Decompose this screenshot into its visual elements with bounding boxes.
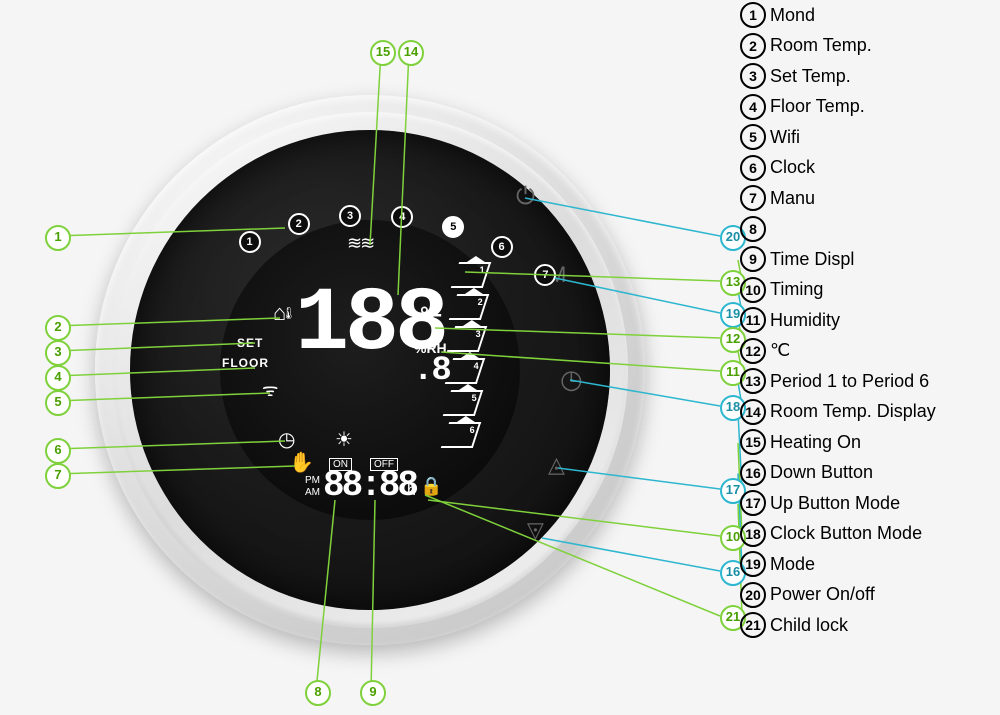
legend-num-12: 12 — [740, 338, 766, 364]
legend-num-13: 13 — [740, 368, 766, 394]
legend-text-6: Clock — [770, 157, 815, 178]
temp-unit: °F — [420, 302, 442, 328]
legend-item-15: 15Heating On — [740, 429, 936, 456]
legend-num-16: 16 — [740, 460, 766, 486]
legend-item-11: 11Humidity — [740, 307, 936, 334]
legend-item-8: 8 — [740, 216, 936, 243]
floor-label: FLOOR — [222, 356, 269, 370]
weekday-6: 6 — [491, 236, 513, 258]
up-button[interactable]: ◬ — [548, 452, 565, 478]
legend-item-2: 2Room Temp. — [740, 33, 936, 60]
legend-num-2: 2 — [740, 33, 766, 59]
legend-text-13: Period 1 to Period 6 — [770, 371, 929, 392]
legend-item-7: 7Manu — [740, 185, 936, 212]
weekday-3: 3 — [339, 205, 361, 227]
legend-item-16: 16Down Button — [740, 460, 936, 487]
legend-num-15: 15 — [740, 429, 766, 455]
legend-text-20: Power On/off — [770, 584, 875, 605]
legend-text-7: Manu — [770, 188, 815, 209]
callout-marker-6: 6 — [45, 438, 71, 464]
set-label: SET — [237, 336, 263, 350]
legend-text-16: Down Button — [770, 462, 873, 483]
callout-marker-14: 14 — [398, 40, 424, 66]
heating-icon: ≋≋ — [347, 233, 373, 254]
callout-marker-1: 1 — [45, 225, 71, 251]
legend-item-3: 3Set Temp. — [740, 63, 936, 90]
legend-item-14: 14Room Temp. Display — [740, 399, 936, 426]
diagram-canvas: ⏻ M ◷ ◬ ◬ 1234567 ≋≋ ⌂ 🌡 SET FLOOR ᯤ 188… — [0, 0, 1000, 715]
legend-item-6: 6Clock — [740, 155, 936, 182]
legend-item-19: 19Mode — [740, 551, 936, 578]
down-button[interactable]: ◬ — [527, 520, 544, 546]
hour-suffix: h — [407, 482, 416, 500]
legend-item-9: 9Time Displ — [740, 246, 936, 273]
legend-num-20: 20 — [740, 582, 766, 608]
am-label: AM — [305, 487, 320, 498]
legend-num-3: 3 — [740, 63, 766, 89]
legend-num-4: 4 — [740, 94, 766, 120]
legend-text-3: Set Temp. — [770, 66, 851, 87]
legend-num-8: 8 — [740, 216, 766, 242]
legend-text-10: Timing — [770, 279, 823, 300]
legend-text-21: Child lock — [770, 615, 848, 636]
legend-num-7: 7 — [740, 185, 766, 211]
clock-button[interactable]: ◷ — [560, 364, 583, 395]
legend-item-1: 1Mond — [740, 2, 936, 29]
pm-label: PM — [305, 475, 320, 486]
legend-text-9: Time Displ — [770, 249, 854, 270]
callout-marker-3: 3 — [45, 340, 71, 366]
lock-icon: 🔒 — [420, 476, 442, 497]
legend-item-10: 10Timing — [740, 277, 936, 304]
legend-text-14: Room Temp. Display — [770, 401, 936, 422]
thermometer-icon: 🌡 — [281, 306, 296, 320]
legend-num-14: 14 — [740, 399, 766, 425]
legend-num-11: 11 — [740, 307, 766, 333]
callout-marker-15: 15 — [370, 40, 396, 66]
legend-item-17: 17Up Button Mode — [740, 490, 936, 517]
legend-text-17: Up Button Mode — [770, 493, 900, 514]
legend-text-18: Clock Button Mode — [770, 523, 922, 544]
legend-num-6: 6 — [740, 155, 766, 181]
clock-icon: ◷ — [278, 427, 295, 452]
legend-num-9: 9 — [740, 246, 766, 272]
weekday-2: 2 — [288, 213, 310, 235]
callout-marker-2: 2 — [45, 315, 71, 341]
legend-item-5: 5Wifi — [740, 124, 936, 151]
legend-num-18: 18 — [740, 521, 766, 547]
legend-text-19: Mode — [770, 554, 815, 575]
clock-digits: 88:88 — [323, 465, 416, 506]
legend-item-13: 13Period 1 to Period 6 — [740, 368, 936, 395]
legend-text-2: Room Temp. — [770, 35, 872, 56]
legend-list: 1Mond2Room Temp.3Set Temp.4Floor Temp.5W… — [740, 2, 936, 643]
legend-text-5: Wifi — [770, 127, 800, 148]
wifi-icon: ᯤ — [262, 378, 278, 402]
legend-num-21: 21 — [740, 612, 766, 638]
legend-item-12: 12℃ — [740, 338, 936, 365]
weekday-4: 4 — [391, 206, 413, 228]
legend-item-18: 18Clock Button Mode — [740, 521, 936, 548]
callout-marker-4: 4 — [45, 365, 71, 391]
callout-marker-8: 8 — [305, 680, 331, 706]
legend-text-4: Floor Temp. — [770, 96, 865, 117]
callout-marker-9: 9 — [360, 680, 386, 706]
legend-num-17: 17 — [740, 490, 766, 516]
callout-marker-5: 5 — [45, 390, 71, 416]
legend-text-15: Heating On — [770, 432, 861, 453]
weekday-1: 1 — [239, 231, 261, 253]
power-button[interactable]: ⏻ — [516, 183, 535, 211]
legend-num-19: 19 — [740, 551, 766, 577]
callout-marker-7: 7 — [45, 463, 71, 489]
legend-item-4: 4Floor Temp. — [740, 94, 936, 121]
small-seg: .8 — [413, 352, 450, 390]
legend-item-20: 20Power On/off — [740, 582, 936, 609]
legend-num-10: 10 — [740, 277, 766, 303]
legend-text-11: Humidity — [770, 310, 840, 331]
manu-icon: ✋ — [289, 450, 314, 475]
legend-text-1: Mond — [770, 5, 815, 26]
legend-num-5: 5 — [740, 124, 766, 150]
legend-text-12: ℃ — [770, 340, 790, 361]
legend-item-21: 21Child lock — [740, 612, 936, 639]
sun-icon: ☀ — [335, 427, 353, 452]
legend-num-1: 1 — [740, 2, 766, 28]
